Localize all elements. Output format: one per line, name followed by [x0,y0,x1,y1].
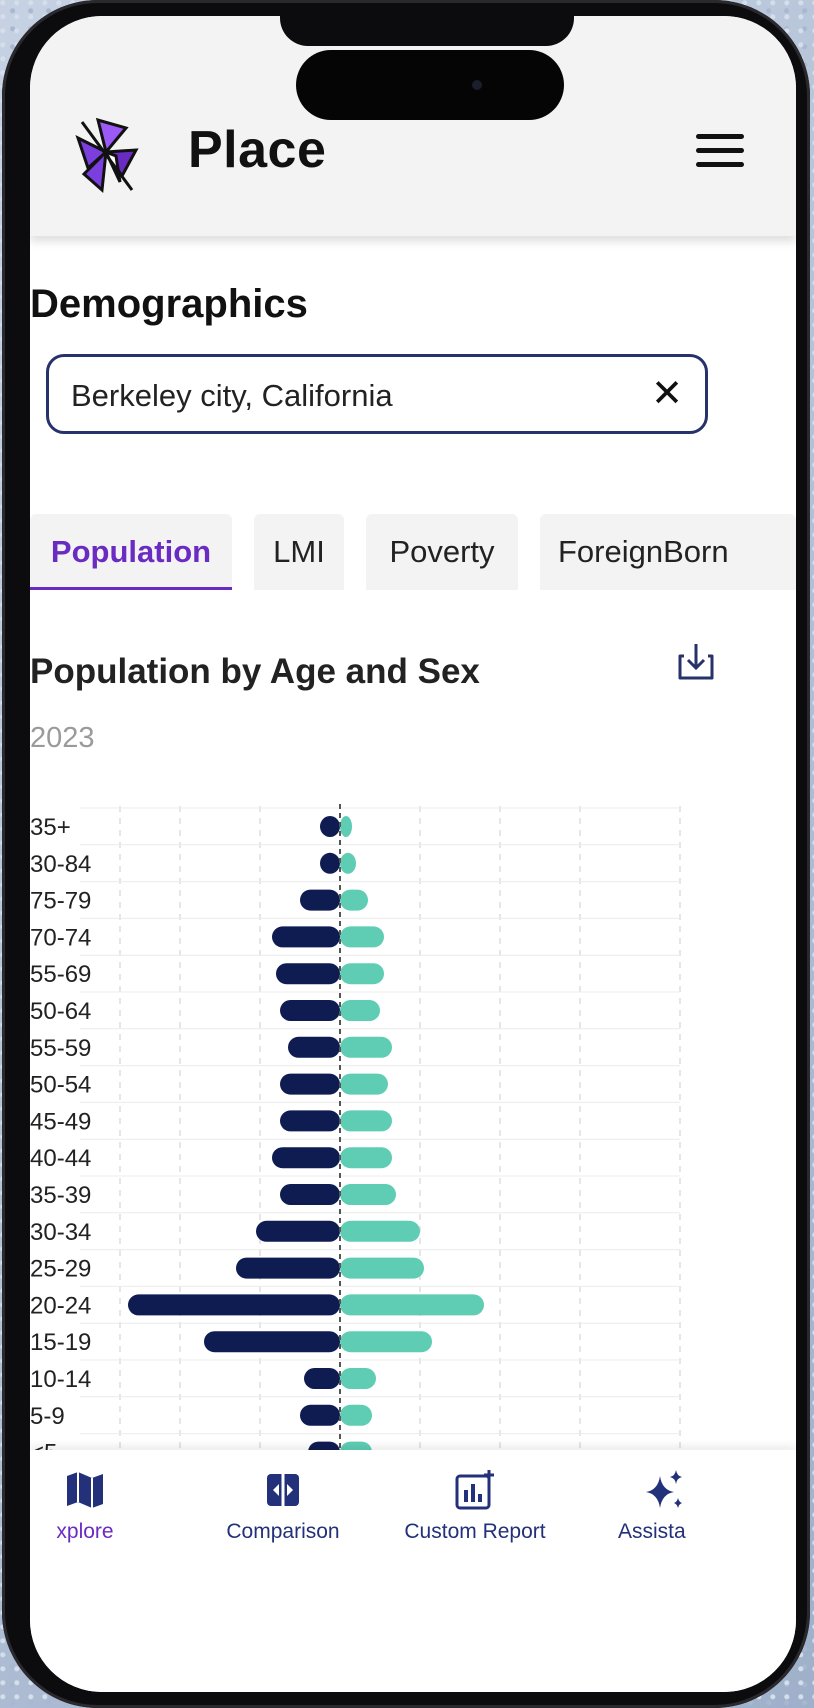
map-icon [67,1472,103,1508]
nav-explore[interactable]: xplore [30,1468,140,1544]
age-label: 25-29 [30,1256,91,1283]
bar-male-65-69 [276,963,340,985]
bar-male-70-74 [272,926,340,948]
dynamic-island [296,50,564,120]
bar-male-55-59 [288,1036,340,1058]
bar-female-40-44 [340,1147,392,1169]
hamburger-menu-icon[interactable] [696,134,744,174]
bar-female-70-74 [340,926,384,948]
tab-foreignborn[interactable]: ForeignBorn [540,514,796,590]
age-label: 10-14 [30,1366,91,1393]
close-icon[interactable]: ✕ [651,373,683,415]
age-label: 35-39 [30,1182,91,1209]
bar-female-10-14 [340,1368,376,1389]
tab-lmi[interactable]: LMI [254,514,344,590]
notch [280,16,574,46]
nav-assistant[interactable]: Assista [618,1468,768,1544]
bar-female-60-64 [340,1000,380,1021]
bar-female-50-54 [340,1073,388,1095]
population-pyramid-chart: 35+ 30-84 75-79 70-74 55-69 50-64 55-59 50-54 45… [30,804,681,1466]
age-label: 55-59 [30,1035,91,1062]
bar-female-85+ [340,816,352,837]
location-search-field[interactable]: ✕ [46,354,708,434]
bar-female-65-69 [340,963,384,985]
nav-explore-label: xplore [56,1520,114,1543]
bar-male-20-24 [128,1294,340,1316]
bar-male-75-79 [300,889,340,911]
nav-assistant-label: Assista [618,1520,686,1543]
bar-female-80-84 [340,852,356,874]
age-label: 15-19 [30,1329,91,1356]
bottom-navigation: xplore Comparison Cus [30,1450,796,1692]
nav-comparison-label: Comparison [226,1520,340,1543]
bar-male-50-54 [280,1073,340,1095]
tab-poverty[interactable]: Poverty [366,514,518,590]
page-title: Demographics [30,282,308,326]
nav-custom-report[interactable]: Custom Report [400,1468,550,1544]
download-icon[interactable] [678,642,714,682]
age-label: 40-44 [30,1145,91,1172]
nav-comparison[interactable]: Comparison [218,1468,348,1544]
app-header: Place [30,16,796,236]
age-label: 30-84 [30,851,91,878]
bar-female-75-79 [340,889,368,911]
bar-male-40-44 [272,1147,340,1169]
app-title: Place [188,121,327,179]
age-label: 75-79 [30,888,91,915]
bar-female-30-34 [340,1220,420,1242]
bar-male-80-84 [320,852,340,874]
category-tabs: Population LMI Poverty ForeignBorn [30,514,796,594]
age-label: 20-24 [30,1292,91,1319]
bar-female-25-29 [340,1257,424,1279]
bar-female-15-19 [340,1331,432,1353]
bar-male-10-14 [304,1368,340,1389]
age-label: 50-54 [30,1072,91,1099]
tab-population[interactable]: Population [30,514,232,590]
bar-female-35-39 [340,1184,396,1205]
age-label: 55-69 [30,961,91,988]
bar-female-45-49 [340,1110,392,1132]
app-screen: Place Demographics ✕ Population LMI Pove… [30,16,796,1692]
age-label: 50-64 [30,998,91,1025]
nav-custom-report-label: Custom Report [404,1520,546,1543]
butterfly-logo-icon[interactable] [58,106,154,202]
bar-male-45-49 [280,1110,340,1132]
bar-female-20-24 [340,1294,484,1316]
bar-male-35-39 [280,1184,340,1205]
bar-female-55-59 [340,1036,392,1058]
age-label: 5-9 [30,1403,65,1430]
location-search-input[interactable] [69,375,633,417]
bar-male-5-9 [300,1404,340,1426]
age-label: 35+ [30,814,71,841]
chart-title: Population by Age and Sex [30,652,480,691]
compare-icon [267,1470,299,1510]
age-label: 30-34 [30,1219,91,1246]
sparkles-icon [646,1470,682,1508]
age-label: 45-49 [30,1108,91,1135]
bar-female-5-9 [340,1404,372,1426]
bar-male-85+ [320,816,340,837]
bar-male-15-19 [204,1331,340,1353]
bar-male-25-29 [236,1257,340,1279]
bar-male-60-64 [280,1000,340,1021]
chart-year: 2023 [30,722,95,754]
age-label: 70-74 [30,924,91,951]
bar-male-30-34 [256,1220,340,1242]
report-chart-icon [455,1470,494,1510]
